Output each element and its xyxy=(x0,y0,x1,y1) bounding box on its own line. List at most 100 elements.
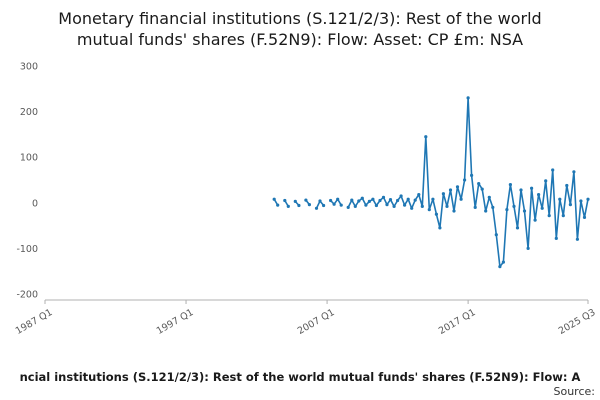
data-point xyxy=(484,209,488,213)
chart-title-line2: mutual funds' shares (F.52N9): Flow: Ass… xyxy=(76,30,524,49)
data-point xyxy=(378,198,382,203)
data-point xyxy=(455,185,460,189)
data-point xyxy=(332,202,336,206)
data-point xyxy=(350,198,354,202)
y-axis-tick-label: -100 xyxy=(16,244,38,255)
data-point xyxy=(459,197,463,201)
data-point xyxy=(431,197,435,201)
data-point xyxy=(554,236,558,240)
data-point xyxy=(547,214,551,218)
data-point xyxy=(307,203,311,207)
data-point xyxy=(537,193,541,197)
data-point xyxy=(410,206,414,210)
y-axis-tick-label: 300 xyxy=(20,62,38,73)
data-point xyxy=(396,198,400,203)
data-point xyxy=(445,204,449,208)
data-point xyxy=(487,195,491,199)
data-point xyxy=(582,215,587,219)
data-point xyxy=(272,197,276,201)
data-point xyxy=(357,199,361,203)
data-point xyxy=(448,188,453,192)
data-series-line xyxy=(330,198,342,206)
x-axis-tick-label: 1997 Q1 xyxy=(155,307,196,337)
data-point xyxy=(491,205,495,209)
data-point xyxy=(519,188,523,192)
x-axis-tick-label: 2017 Q1 xyxy=(437,307,478,337)
y-axis-tick-label: 100 xyxy=(20,153,38,164)
data-point xyxy=(417,193,421,197)
data-point xyxy=(505,208,509,212)
data-point xyxy=(424,135,428,139)
data-point xyxy=(304,198,308,202)
data-point xyxy=(522,209,527,213)
data-point xyxy=(515,226,520,230)
footer-caption: ncial institutions (S.121/2/3): Rest of … xyxy=(19,370,581,384)
x-axis-tick-label: 2007 Q1 xyxy=(296,307,337,337)
data-point xyxy=(565,183,569,188)
chart-title: Monetary financial institutions (S.121/2… xyxy=(0,8,600,50)
y-axis-tick-label: 0 xyxy=(32,198,38,209)
data-point xyxy=(388,198,393,202)
data-point xyxy=(385,203,389,207)
data-point xyxy=(533,218,537,222)
data-point xyxy=(374,203,378,208)
data-point xyxy=(276,203,280,207)
data-point xyxy=(438,226,442,230)
data-point xyxy=(512,204,516,208)
data-point xyxy=(392,204,396,208)
data-point xyxy=(413,198,417,202)
data-point xyxy=(403,203,407,207)
data-point xyxy=(463,178,467,182)
data-point xyxy=(434,212,438,216)
data-point xyxy=(540,206,544,210)
data-point xyxy=(579,199,583,203)
y-axis-tick-label: -200 xyxy=(16,290,38,301)
y-axis-tick-label: 200 xyxy=(20,107,38,118)
data-point xyxy=(551,168,555,172)
data-point xyxy=(572,170,576,174)
data-point xyxy=(371,197,375,201)
data-point xyxy=(339,203,343,207)
data-point xyxy=(480,187,484,191)
data-point xyxy=(381,195,386,199)
data-point xyxy=(364,203,368,207)
data-point xyxy=(466,96,470,100)
data-point xyxy=(427,208,431,212)
data-point xyxy=(360,196,364,200)
data-point xyxy=(508,183,512,187)
x-axis-tick-label: 1987 Q1 xyxy=(14,307,55,337)
data-point xyxy=(494,233,498,237)
data-point xyxy=(586,197,590,201)
data-point xyxy=(544,179,548,183)
data-point xyxy=(568,203,573,207)
data-point xyxy=(329,198,333,203)
data-point xyxy=(314,206,319,210)
data-point xyxy=(420,204,424,208)
data-point xyxy=(406,197,410,201)
source-label: Source: xyxy=(553,385,596,398)
data-point xyxy=(470,173,474,177)
data-point xyxy=(399,194,403,198)
data-point xyxy=(501,260,505,264)
data-point xyxy=(477,182,481,186)
x-axis-tick-label: 2025 Q3 xyxy=(557,307,598,337)
data-point xyxy=(367,199,371,203)
data-point xyxy=(353,204,357,208)
data-point xyxy=(452,209,456,213)
data-point xyxy=(575,237,580,241)
data-point xyxy=(558,197,562,201)
data-point xyxy=(498,265,502,269)
data-point xyxy=(530,186,534,190)
data-point xyxy=(526,246,530,250)
data-point xyxy=(286,204,290,208)
data-point xyxy=(293,199,297,203)
data-point xyxy=(283,198,287,203)
data-point xyxy=(561,214,565,218)
data-point xyxy=(346,205,350,209)
data-point xyxy=(473,205,477,209)
chart-title-line1: Monetary financial institutions (S.121/2… xyxy=(58,9,542,28)
data-point xyxy=(318,199,322,203)
data-series-line xyxy=(347,97,589,268)
